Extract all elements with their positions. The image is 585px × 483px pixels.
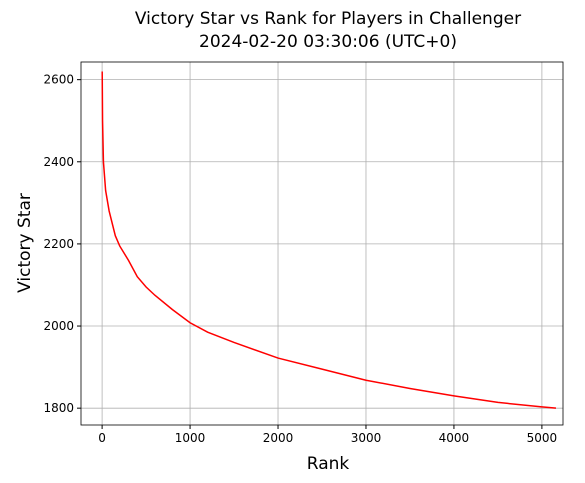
x-tick-label: 0 bbox=[98, 431, 106, 445]
x-tick-label: 1000 bbox=[175, 431, 206, 445]
x-tick-label: 4000 bbox=[439, 431, 470, 445]
x-tick-label: 2000 bbox=[263, 431, 294, 445]
chart-subtitle: 2024-02-20 03:30:06 (UTC+0) bbox=[199, 32, 457, 52]
plot-frame bbox=[80, 61, 564, 426]
y-tick-label: 2600 bbox=[43, 73, 74, 87]
y-tick-label: 2200 bbox=[43, 237, 74, 251]
x-axis-label: Rank bbox=[307, 454, 350, 474]
x-tick-label: 5000 bbox=[527, 431, 558, 445]
chart-title: Victory Star vs Rank for Players in Chal… bbox=[135, 9, 521, 29]
data-line bbox=[101, 71, 557, 409]
y-axis-label: Victory Star bbox=[15, 193, 35, 293]
y-tick-label: 2400 bbox=[43, 155, 74, 169]
y-tick-label: 1800 bbox=[43, 401, 74, 415]
x-tick-label: 3000 bbox=[351, 431, 382, 445]
y-tick-label: 2000 bbox=[43, 319, 74, 333]
